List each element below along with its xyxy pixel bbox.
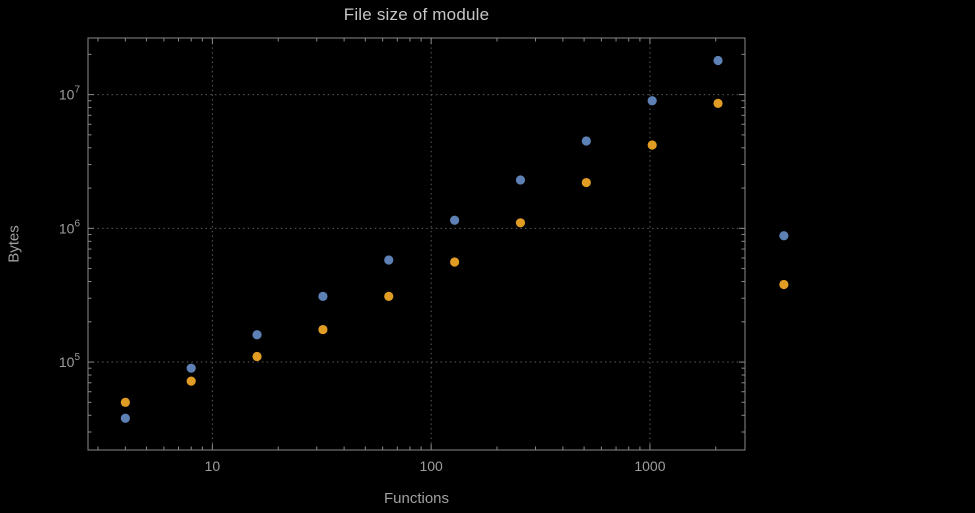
data-point-series_1 [186, 363, 196, 373]
y-tick-label: 107 [59, 85, 81, 103]
data-point-series_2 [186, 376, 196, 386]
data-point-series_2 [384, 291, 394, 301]
chart-title: File size of module [343, 5, 490, 24]
data-point-series_1 [450, 215, 460, 225]
data-point-series_1 [120, 413, 130, 423]
data-point-series_2 [515, 218, 526, 228]
data-point-series_2 [318, 324, 328, 335]
data-point-series_2 [581, 177, 591, 188]
data-point-series_1 [252, 330, 262, 340]
data-point-series_1 [515, 175, 526, 185]
data-point-series_2 [713, 98, 723, 108]
y-tick-label: 105 [59, 352, 81, 370]
x-tick-label: 1000 [634, 458, 665, 474]
data-point-series_1 [318, 291, 328, 301]
data-point-series_2 [120, 397, 130, 407]
data-point-series_2 [252, 351, 262, 362]
data-point-series_1 [779, 231, 789, 241]
data-point-series_2 [779, 279, 789, 290]
data-point-series_2 [450, 257, 460, 267]
y-tick-label: 106 [59, 218, 81, 236]
x-tick-label: 100 [419, 458, 443, 474]
data-point-series_2 [647, 140, 657, 150]
plot-frame [87, 37, 746, 451]
data-point-series_1 [647, 96, 657, 106]
data-point-series_1 [384, 255, 394, 265]
data-point-series_1 [581, 136, 591, 146]
data-point-series_1 [713, 55, 723, 66]
x-tick-label: 10 [205, 458, 221, 474]
x-axis-label: Functions [383, 490, 450, 507]
